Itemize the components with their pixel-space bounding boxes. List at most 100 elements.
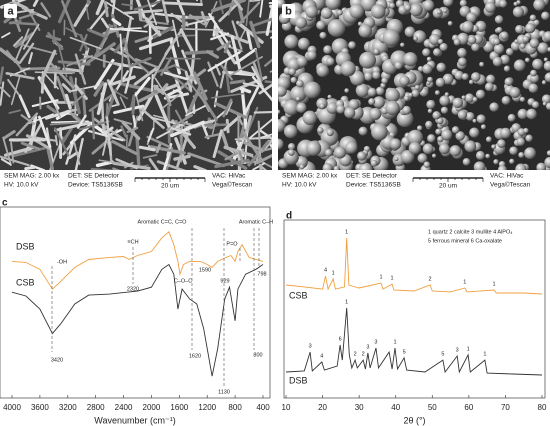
- texture: [326, 57, 335, 66]
- texture: [295, 96, 301, 102]
- texture: [119, 33, 123, 55]
- texture: [157, 64, 176, 73]
- texture: [2, 130, 16, 140]
- texture: [358, 126, 368, 136]
- texture: [340, 61, 356, 77]
- peak-label: 4: [320, 353, 323, 359]
- texture: [454, 70, 464, 80]
- texture: [422, 63, 433, 75]
- peak-label: 1: [391, 276, 394, 282]
- texture: [163, 67, 193, 93]
- texture: [497, 165, 508, 170]
- texture: [359, 162, 373, 170]
- peak-label: 3: [366, 344, 369, 350]
- texture: [139, 19, 169, 25]
- texture: [126, 126, 139, 133]
- x-tick-label: 4000: [3, 403, 21, 412]
- texture: [403, 95, 410, 102]
- x-tick-label: 40: [391, 403, 400, 412]
- texture: [485, 153, 491, 159]
- texture: [82, 53, 120, 67]
- panel-label-box: [4, 4, 17, 18]
- texture: [323, 45, 332, 54]
- texture: [129, 0, 133, 10]
- texture: [422, 0, 435, 12]
- texture: [528, 83, 539, 94]
- texture: [251, 65, 264, 88]
- texture: [409, 3, 423, 17]
- texture: [179, 28, 195, 54]
- texture: [10, 141, 15, 164]
- footer-text: Device: TS5136SB: [346, 182, 401, 189]
- texture: [501, 95, 511, 105]
- footer-text: DET: SE Detector: [68, 173, 120, 180]
- texture: [492, 56, 503, 67]
- texture: [440, 106, 449, 114]
- texture: [296, 79, 304, 88]
- texture: [371, 123, 388, 141]
- texture: [437, 135, 444, 143]
- texture: [373, 48, 380, 55]
- texture: [189, 14, 206, 26]
- texture: [519, 96, 526, 103]
- peak-label: 3: [309, 344, 312, 350]
- texture: [389, 138, 402, 150]
- texture: [509, 158, 515, 165]
- texture: [425, 120, 433, 129]
- texture: [372, 71, 381, 80]
- texture: [457, 110, 468, 120]
- texture: [382, 29, 400, 47]
- texture: [8, 109, 21, 114]
- texture: [290, 76, 297, 84]
- texture: [15, 112, 39, 137]
- texture: [160, 57, 173, 76]
- texture: [259, 0, 264, 18]
- peak-label: 5: [441, 352, 444, 358]
- texture: [149, 145, 186, 155]
- footer-text: SEM MAG: 2.00 kx: [4, 173, 60, 180]
- texture: [258, 163, 263, 170]
- texture: [472, 118, 477, 123]
- texture: [0, 81, 5, 106]
- texture: [223, 145, 254, 157]
- texture: [9, 21, 39, 26]
- texture: [255, 153, 272, 165]
- texture: [265, 6, 272, 36]
- texture: [176, 130, 190, 168]
- texture: [369, 107, 382, 120]
- texture: [287, 149, 295, 156]
- scale-label: 20 um: [161, 183, 179, 190]
- footer-text: Device: TS5136SB: [68, 182, 123, 189]
- texture: [504, 77, 513, 87]
- texture: [544, 156, 550, 169]
- texture: [135, 0, 146, 19]
- peak-label: 2: [354, 352, 357, 358]
- texture: [316, 64, 329, 78]
- texture: [179, 134, 183, 148]
- annotation: 929: [220, 278, 229, 284]
- texture: [0, 47, 21, 65]
- texture: [319, 31, 327, 39]
- texture: [91, 109, 96, 140]
- texture: [439, 42, 448, 52]
- texture: [278, 85, 287, 97]
- texture: [95, 160, 114, 168]
- texture: [399, 75, 410, 87]
- texture: [505, 48, 514, 56]
- texture: [68, 110, 83, 125]
- texture: [543, 31, 550, 42]
- x-tick-label: 1200: [198, 403, 216, 412]
- texture: [219, 63, 233, 81]
- texture: [108, 62, 124, 86]
- texture: [316, 20, 326, 30]
- texture: [155, 142, 162, 154]
- texture: [76, 114, 87, 129]
- texture: [88, 6, 109, 32]
- texture: [359, 51, 377, 69]
- x-tick-label: 20: [318, 403, 327, 412]
- texture: [491, 144, 496, 150]
- texture: [61, 0, 78, 38]
- texture: [90, 167, 116, 170]
- texture: [74, 53, 87, 85]
- texture: [327, 19, 346, 37]
